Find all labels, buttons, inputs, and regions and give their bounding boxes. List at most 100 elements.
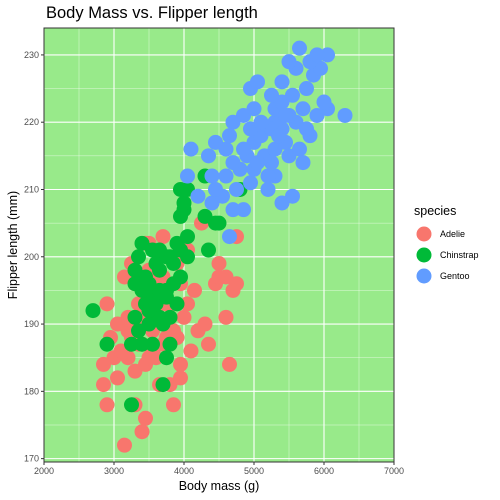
data-point: [99, 296, 115, 312]
series-gentoo: [180, 40, 353, 245]
data-point: [173, 356, 188, 372]
data-point: [127, 309, 143, 325]
data-point: [295, 155, 311, 171]
data-point: [201, 336, 216, 352]
data-point: [250, 155, 265, 171]
legend-label: Adelie: [440, 229, 465, 239]
data-point: [271, 128, 286, 144]
data-point: [197, 316, 213, 332]
data-point: [222, 229, 237, 245]
data-point: [99, 336, 115, 352]
data-point: [152, 242, 167, 258]
legend-items: Adelie Chinstrap Gentoo: [416, 226, 479, 284]
data-point: [274, 74, 290, 90]
legend-item-chinstrap: Chinstrap: [416, 247, 479, 263]
data-point: [120, 323, 136, 339]
data-point: [243, 175, 258, 191]
data-point: [180, 296, 195, 312]
legend-key: [416, 247, 432, 263]
y-axis-title: Flipper length (mm): [6, 191, 20, 299]
chart-title: Body Mass vs. Flipper length: [46, 4, 258, 22]
data-point: [211, 269, 227, 285]
data-point: [222, 356, 237, 372]
legend-key: [416, 226, 432, 242]
data-point: [225, 155, 241, 171]
data-point: [134, 235, 150, 251]
data-point: [183, 141, 199, 157]
data-point: [155, 377, 171, 393]
x-tick-label: 5000: [244, 466, 264, 476]
data-point: [285, 188, 300, 204]
data-point: [316, 94, 332, 110]
data-point: [131, 249, 146, 265]
plot-border: [43, 27, 395, 463]
data-point: [337, 107, 353, 123]
x-axis-title: Body mass (g): [179, 479, 260, 493]
data-point: [201, 242, 216, 258]
data-point: [218, 168, 234, 184]
data-point: [155, 229, 171, 245]
data-point: [145, 336, 160, 352]
data-point: [295, 101, 311, 117]
data-point: [292, 40, 307, 56]
data-point: [96, 377, 111, 393]
data-point: [309, 47, 325, 63]
data-point: [281, 54, 297, 70]
data-point: [176, 309, 192, 325]
data-point: [260, 168, 276, 184]
data-point: [222, 128, 237, 144]
data-point: [124, 336, 139, 352]
legend-key: [416, 268, 432, 284]
data-point: [183, 343, 199, 359]
x-tick-label: 6000: [314, 466, 334, 476]
data-point: [278, 107, 293, 123]
legend-title: species: [414, 204, 456, 218]
data-point: [211, 215, 227, 231]
legend-item-gentoo: Gentoo: [416, 268, 470, 284]
y-tick-label: 220: [24, 117, 39, 127]
x-tick-label: 3000: [104, 466, 124, 476]
data-point: [211, 256, 227, 272]
data-point: [299, 81, 314, 97]
data-point: [180, 229, 195, 245]
legend-item-adelie: Adelie: [416, 226, 465, 242]
data-point: [173, 370, 188, 386]
data-point: [180, 168, 195, 184]
data-point: [218, 309, 234, 325]
y-tick-label: 190: [24, 319, 39, 329]
data-point: [162, 336, 178, 352]
data-point: [299, 121, 314, 137]
data-point: [236, 202, 251, 218]
data-point: [138, 410, 153, 426]
data-point: [253, 114, 269, 130]
data-point: [173, 269, 188, 285]
data-point: [285, 87, 300, 103]
y-tick-label: 180: [24, 386, 39, 396]
points-layer: [85, 40, 353, 453]
data-point: [236, 141, 251, 157]
data-point: [320, 47, 335, 63]
y-tick-label: 210: [24, 184, 39, 194]
x-tick-label: 7000: [384, 466, 404, 476]
data-point: [127, 262, 143, 278]
axes-layer: 2000 3000 4000 5000 6000 7000 170 180 190 200 210 2…: [24, 50, 404, 476]
data-point: [201, 148, 216, 164]
data-point: [159, 289, 174, 305]
data-point: [117, 437, 132, 453]
data-point: [187, 282, 202, 298]
legend-label: Chinstrap: [440, 250, 479, 260]
legend: species Adelie Chinstrap Gentoo: [414, 204, 479, 284]
data-point: [246, 101, 262, 117]
data-point: [141, 350, 157, 366]
y-tick-label: 200: [24, 252, 39, 262]
data-point: [260, 181, 276, 197]
data-point: [162, 309, 178, 325]
data-point: [264, 87, 279, 103]
y-tick-label: 170: [24, 454, 39, 464]
y-tick-label: 230: [24, 50, 39, 60]
data-point: [204, 168, 220, 184]
data-point: [250, 74, 265, 90]
data-point: [197, 208, 213, 224]
data-point: [134, 424, 150, 440]
